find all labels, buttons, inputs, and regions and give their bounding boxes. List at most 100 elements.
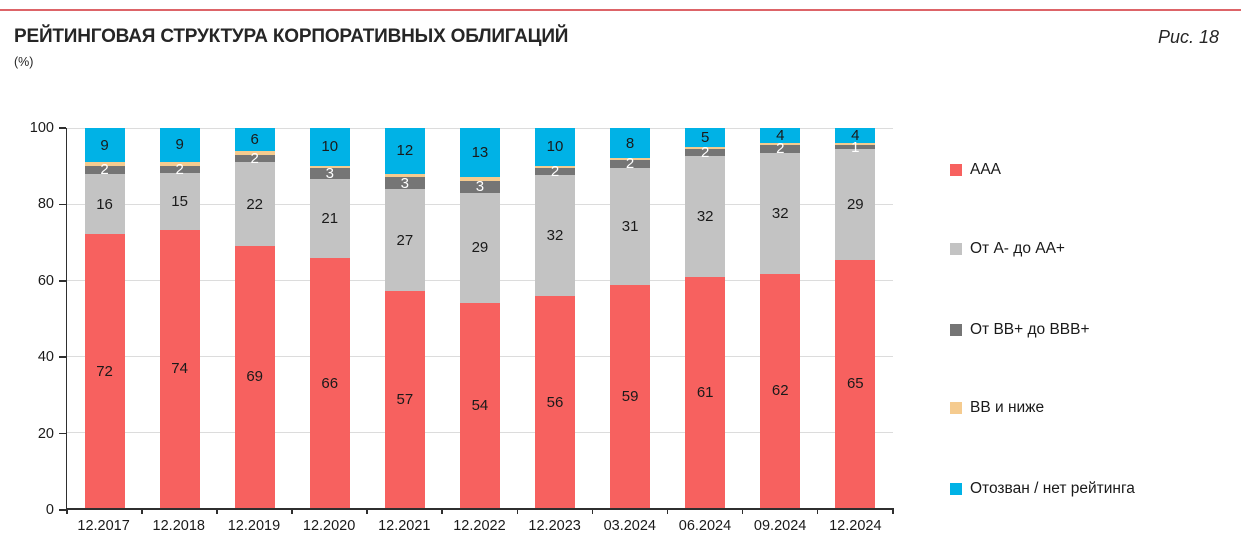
segment-withdrawn: 5: [685, 128, 726, 147]
segment-a_to_aa: 27: [384, 188, 425, 292]
x-tick-label-12.2021: 12.2021: [378, 518, 431, 534]
x-tick-mark: [366, 508, 368, 514]
segment-bb_to_bbb: 2: [84, 162, 125, 177]
segment-value-label: 65: [846, 375, 864, 393]
segment-value-label: 61: [696, 384, 714, 402]
stacked-bar: 61 32 2 5: [685, 128, 726, 508]
segment-withdrawn: 12: [384, 128, 425, 174]
segment-value-label: 5: [700, 129, 710, 146]
segment-bb_to_bbb: 2: [234, 151, 275, 166]
segment-value-label: 62: [771, 382, 789, 400]
y-tick-mark-60: [59, 280, 66, 282]
segment-bb_below: [384, 173, 425, 178]
x-tick-mark: [291, 508, 293, 514]
segment-a_to_aa: 32: [685, 156, 726, 278]
legend-swatch-bb_below: [950, 402, 962, 414]
x-tick-mark: [591, 508, 594, 514]
y-tick-label-100: 100: [29, 120, 54, 136]
segment-bb_to_bbb: 3: [384, 176, 425, 191]
segment-bb_below: [610, 158, 651, 161]
bar-06.2024: 61 32 2 5: [668, 128, 743, 508]
segment-value-label: 29: [846, 195, 864, 213]
y-tick-mark-40: [59, 356, 66, 358]
segment-aaa: 59: [610, 284, 651, 508]
segment-value-label: 57: [396, 391, 414, 409]
segment-bb_to_bbb: 1: [835, 140, 876, 155]
segment-value-label: 12: [396, 142, 414, 160]
segment-value-label: 32: [546, 227, 564, 245]
segment-value-label: 2: [100, 161, 109, 179]
segment-value-label: 74: [171, 360, 188, 378]
legend-item-bb_below: ВВ и ниже: [950, 399, 1044, 417]
segment-a_to_aa: 32: [535, 175, 575, 297]
segment-a_to_aa: 31: [610, 167, 651, 285]
legend-label: От А- до АА+: [970, 240, 1065, 257]
segment-value-label: 4: [776, 127, 785, 145]
legend-label: Отозван / нет рейтинга: [970, 480, 1135, 497]
stacked-bar: 74 15 2 9: [159, 128, 200, 508]
x-tick-label-12.2019: 12.2019: [227, 518, 281, 534]
legend-swatch-withdrawn: [950, 483, 962, 495]
legend-swatch-a_to_aa: [950, 243, 962, 255]
segment-bb_to_bbb: 2: [610, 156, 651, 171]
segment-bb_below: [84, 162, 125, 167]
segment-a_to_aa: 22: [234, 162, 275, 246]
segment-value-label: 9: [175, 136, 184, 154]
segment-withdrawn: 8: [610, 128, 651, 159]
y-tick-label-60: 60: [37, 272, 54, 289]
legend-label: От ВВ+ до ВВВ+: [970, 321, 1090, 338]
x-tick-label-12.2022: 12.2022: [453, 518, 506, 534]
segment-withdrawn: 6: [234, 128, 275, 151]
bar-12.2024: 65 29 1 4: [818, 128, 893, 508]
y-tick-mark-20: [59, 432, 66, 435]
segment-value-label: 32: [696, 208, 714, 226]
x-tick-label-12.2018: 12.2018: [152, 518, 205, 534]
segment-value-label: 16: [96, 195, 113, 213]
segment-value-label: 2: [700, 144, 710, 162]
segment-value-label: 21: [321, 210, 339, 228]
x-tick-mark: [141, 508, 143, 514]
segment-bb_to_bbb: 2: [159, 162, 200, 177]
legend-item-aaa: AAA: [950, 161, 1001, 179]
segment-value-label: 4: [851, 127, 860, 145]
stacked-bar: 66 21 3 10: [309, 128, 350, 508]
segment-value-label: 2: [175, 160, 184, 178]
segment-value-label: 13: [471, 144, 489, 162]
y-tick-label-40: 40: [37, 349, 54, 366]
bar-12.2017: 72 16 2 9: [67, 128, 142, 508]
segment-bb_to_bbb: 3: [459, 179, 500, 194]
segment-bb_to_bbb: 2: [535, 164, 575, 179]
segment-value-label: 3: [325, 164, 334, 182]
segment-value-label: 1: [851, 138, 860, 156]
bar-12.2022: 54 29 3 13: [442, 128, 517, 508]
stacked-bar: 65 29 1 4: [835, 127, 876, 508]
stacked-bar: 59 31 2 8: [610, 128, 651, 508]
legend-label: ВВ и ниже: [970, 399, 1045, 416]
legend-swatch-bb_to_bbb: [950, 324, 962, 336]
stacked-bar: 69 22 2 6: [234, 128, 275, 508]
x-tick-mark: [216, 508, 218, 514]
segment-bb_to_bbb: 2: [760, 141, 801, 156]
legend-swatch-aaa: [950, 164, 962, 176]
segment-withdrawn: 10: [535, 128, 575, 166]
legend-item-withdrawn: Отозван / нет рейтинга: [950, 480, 1135, 498]
segment-withdrawn: 4: [835, 127, 876, 145]
segment-value-label: 9: [100, 136, 109, 154]
segment-withdrawn: 9: [159, 128, 200, 162]
figure-number-label: Рис. 18: [1157, 27, 1219, 47]
segment-aaa: 57: [384, 291, 425, 508]
y-tick-mark-100: [59, 127, 66, 129]
stacked-bar: 62 32 2 4: [760, 127, 801, 508]
segment-bb_below: [685, 146, 726, 149]
segment-value-label: 59: [621, 387, 639, 405]
segment-value-label: 31: [621, 217, 639, 235]
bar-series-container: 72 16 2 9 74 15 2 9 69 22 2 6 66 21 3 10 57 27 3 12 54 29 3 13 5…: [67, 128, 893, 508]
segment-value-label: 27: [396, 231, 414, 249]
segment-bb_below: [309, 165, 350, 168]
x-tick-mark: [66, 508, 68, 514]
x-tick-mark: [441, 508, 443, 514]
segment-bb_to_bbb: 2: [685, 145, 726, 160]
legend-label: AAA: [970, 161, 1002, 178]
segment-bb_below: [835, 143, 876, 146]
segment-value-label: 54: [471, 396, 489, 414]
